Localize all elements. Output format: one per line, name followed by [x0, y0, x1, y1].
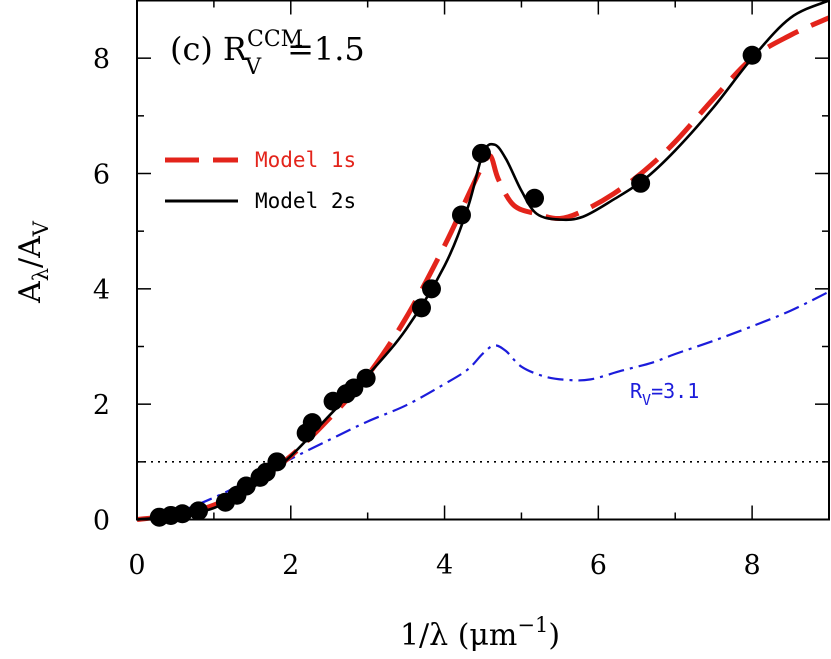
observation-point: [302, 413, 322, 433]
x-axis-title-close: ): [548, 618, 560, 653]
title-subscript: V: [244, 55, 262, 80]
x-tick-label: 4: [436, 550, 453, 581]
observation-point: [236, 476, 256, 496]
observation-point: [172, 504, 192, 524]
x-axis-title-main: 1/λ (μm: [400, 618, 517, 653]
y-axis-title: Aλ/AV: [13, 220, 53, 304]
observation-point: [411, 298, 431, 318]
x-tick-label: 8: [744, 550, 761, 581]
observation-point: [421, 279, 441, 299]
rv-label-value: =3.1: [651, 379, 699, 403]
panel-title: (c) RCCM V =1.5: [170, 27, 365, 80]
y-tick-label: 6: [93, 160, 110, 191]
observation-point: [356, 368, 376, 388]
y-axis-title-separator: /A: [13, 236, 48, 268]
series-layer: [136, 0, 831, 522]
y-tick-label: 8: [93, 44, 110, 75]
title-value: =1.5: [287, 30, 365, 68]
panel-label: (c): [170, 30, 213, 68]
y-tick-label: 0: [93, 506, 110, 537]
title-symbol: R: [223, 30, 248, 68]
x-tick-label: 0: [128, 550, 145, 581]
series-line-model-2s: [136, 0, 830, 521]
plot-frame: [136, 0, 830, 521]
y-axis-title-denominator-sub: V: [29, 220, 53, 237]
observation-point: [189, 501, 209, 521]
axis-ticks-layer: 0 2 4 6 8 0 2 4 6 8: [93, 0, 830, 581]
y-tick-label: 4: [93, 275, 110, 306]
x-axis-title: 1/λ (μm−1): [400, 613, 560, 653]
legend: Model 1s Model 2s: [165, 148, 356, 213]
x-tick-label: 2: [282, 550, 299, 581]
title-superscript: CCM: [247, 27, 303, 52]
y-axis-title-numerator-sub: λ: [29, 268, 53, 281]
observation-point: [525, 188, 545, 208]
observation-point: [451, 205, 471, 225]
observation-point: [267, 452, 287, 472]
rv-label-symbol: R: [630, 379, 643, 403]
observation-points-layer: [149, 45, 762, 527]
rv-curve-label: RV=3.1: [630, 379, 699, 409]
legend-label-model-2s: Model 2s: [255, 189, 356, 213]
x-axis-title-superscript: −1: [517, 613, 548, 637]
observation-point: [631, 173, 651, 193]
y-axis-title-numerator: A: [13, 281, 48, 304]
observation-point: [742, 45, 762, 65]
y-tick-label: 2: [93, 390, 110, 421]
rv-label-subscript: V: [642, 391, 651, 409]
legend-label-model-1s: Model 1s: [255, 148, 356, 172]
x-tick-label: 6: [590, 550, 607, 581]
observation-point: [471, 143, 491, 163]
